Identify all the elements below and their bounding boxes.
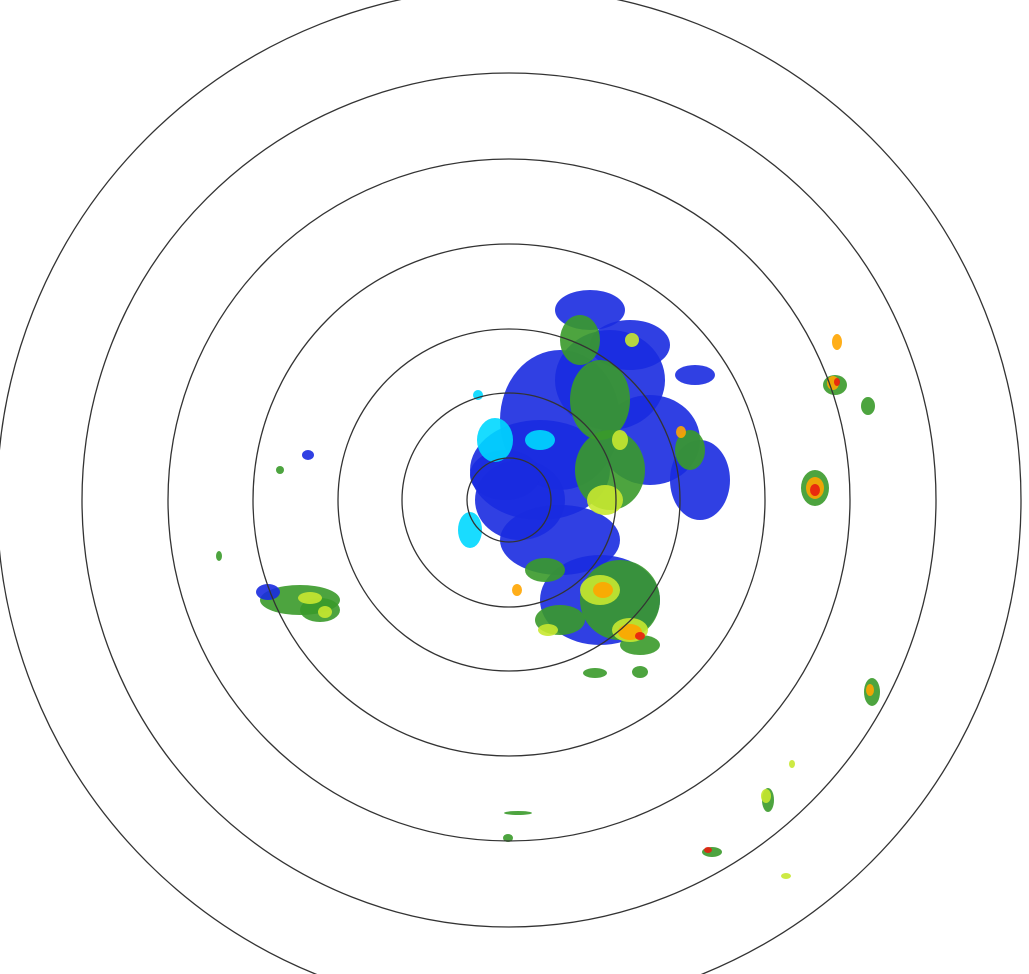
echo-light [477,418,513,462]
echo-heavy [512,584,522,596]
echo-moderate [570,360,630,440]
echo-strong [761,789,771,803]
echo-moderate [503,834,513,842]
echo-heavy [832,334,842,350]
echo-moderate [632,666,648,678]
echo-strong [538,624,558,636]
echo-moderate [861,397,875,415]
echo-weak [256,584,280,600]
range-ring-5 [167,158,851,842]
echo-intense [704,847,712,853]
echo-heavy [676,426,686,438]
range-ring-1 [466,457,552,543]
echo-strong [612,430,628,450]
precipitation-echoes [216,290,880,879]
echo-strong [587,485,623,515]
echo-strong [781,873,791,879]
echo-heavy [593,582,613,598]
echo-weak [302,450,314,460]
echo-moderate [675,430,705,470]
echo-weak [470,450,540,500]
echo-strong [625,333,639,347]
range-ring-3 [337,328,681,672]
echo-light [458,512,482,548]
range-ring-6 [81,72,937,928]
echo-strong [318,606,332,618]
range-ring-2 [401,392,617,608]
echo-weak [675,365,715,385]
echo-heavy [866,684,874,696]
echo-strong [789,760,795,768]
echo-moderate [525,558,565,582]
echo-light [525,430,555,450]
echo-moderate [504,811,532,815]
echo-intense [635,632,645,640]
echo-moderate [560,315,600,365]
echo-moderate [276,466,284,474]
range-ring-4 [252,243,766,757]
echo-intense [810,484,820,496]
echo-strong [298,592,322,604]
echo-moderate [583,668,607,678]
echo-moderate [216,551,222,561]
echo-intense [834,378,840,386]
